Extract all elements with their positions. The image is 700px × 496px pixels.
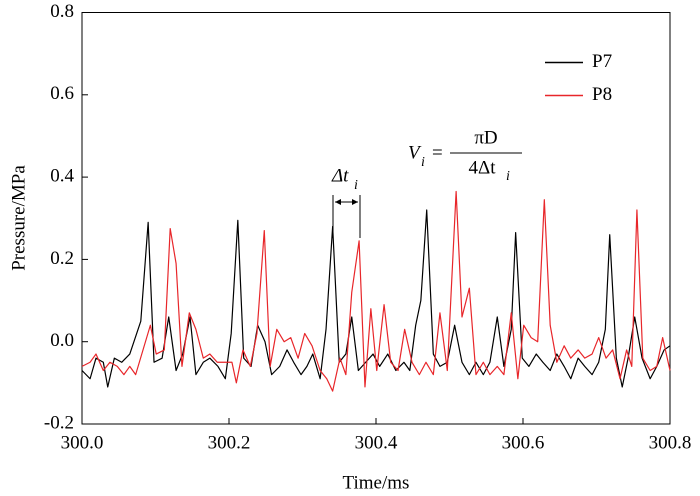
delta-t: Δt: [331, 165, 349, 186]
formula-numerator: πD: [474, 127, 497, 148]
x-tick-label: 300.6: [502, 432, 545, 453]
x-tick-label: 300.8: [649, 432, 692, 453]
formula-lhs: V: [408, 142, 422, 163]
x-tick-label: 300.2: [208, 432, 251, 453]
y-tick-label: 0.0: [50, 330, 74, 351]
formula: V i = πD 4Δt i: [408, 127, 522, 184]
y-tick-label: 0.4: [50, 165, 74, 186]
delta-annotation: Δt i: [331, 165, 361, 238]
formula-lhs-sub: i: [421, 155, 425, 170]
series-line: [81, 190, 671, 392]
y-tick-label: 0.6: [50, 83, 74, 104]
arrow-heads: [335, 199, 358, 205]
delta-t-sub: i: [354, 178, 358, 193]
y-tick-label: 0.2: [50, 248, 74, 269]
formula-denominator: 4Δt: [469, 157, 497, 178]
x-tick-label: 300.0: [61, 432, 104, 453]
y-axis-title: Pressure/MPa: [8, 165, 29, 271]
legend-label: P7: [592, 51, 612, 72]
x-tick-label: 300.4: [355, 432, 398, 453]
legend-label: P8: [592, 84, 612, 105]
formula-denominator-sub: i: [506, 169, 510, 184]
y-tick-label: 0.8: [50, 1, 74, 22]
y-tick-label: -0.2: [44, 412, 74, 433]
x-axis-title: Time/ms: [343, 472, 410, 493]
formula-eq: =: [432, 142, 443, 163]
